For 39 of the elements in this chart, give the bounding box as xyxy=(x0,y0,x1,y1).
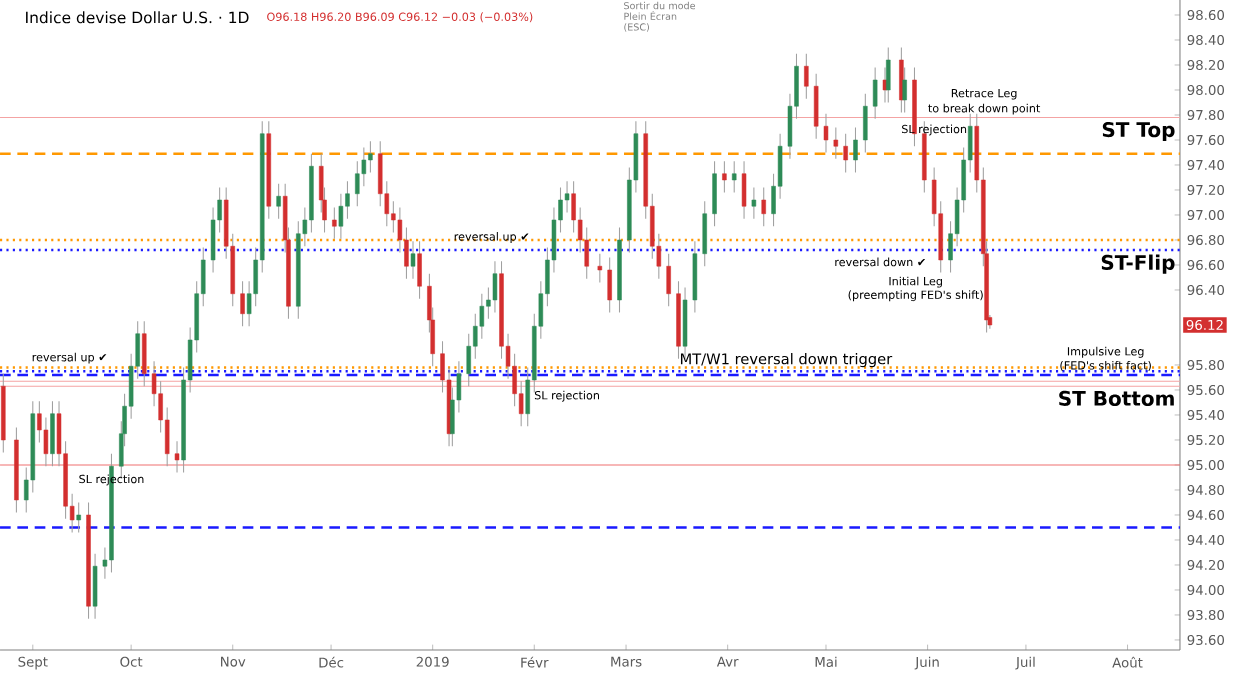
candlestick xyxy=(751,186,757,220)
candlestick xyxy=(240,280,245,327)
candlestick xyxy=(863,93,868,154)
candlestick xyxy=(731,160,737,194)
candlestick xyxy=(823,113,829,154)
candlestick xyxy=(597,253,603,284)
candlestick xyxy=(702,200,707,267)
candlestick xyxy=(50,400,55,467)
candlestick xyxy=(92,553,98,620)
candlestick xyxy=(813,73,819,140)
candlestick xyxy=(276,183,281,220)
candlestick xyxy=(142,320,147,387)
candlestick xyxy=(761,186,766,227)
candlestick xyxy=(368,140,373,174)
candlestick xyxy=(722,160,727,194)
candlestick xyxy=(417,240,422,300)
candlestick xyxy=(872,66,878,120)
candlestick xyxy=(571,180,576,234)
ref-line-label: ST Bottom xyxy=(1059,390,1174,406)
candlestick xyxy=(902,66,907,114)
candlestick xyxy=(492,260,498,314)
candlestick xyxy=(899,46,904,114)
candlestick xyxy=(666,253,671,307)
candlestick xyxy=(853,126,858,174)
candlestick xyxy=(692,240,698,314)
candlestick xyxy=(466,333,471,387)
candlestick xyxy=(741,160,747,220)
candlestick xyxy=(332,206,337,240)
candlestick xyxy=(174,440,180,474)
candlestick xyxy=(843,133,848,174)
candlestick xyxy=(886,46,891,104)
ref-line-label: ST-Flip xyxy=(1101,254,1175,274)
candlestick xyxy=(833,126,839,160)
ref-line-label: ST Top xyxy=(1102,122,1175,141)
candlestick xyxy=(410,240,416,280)
candlestick xyxy=(607,256,612,314)
candlestick xyxy=(76,501,81,534)
candlestick xyxy=(804,53,809,100)
candlestick xyxy=(712,160,717,227)
